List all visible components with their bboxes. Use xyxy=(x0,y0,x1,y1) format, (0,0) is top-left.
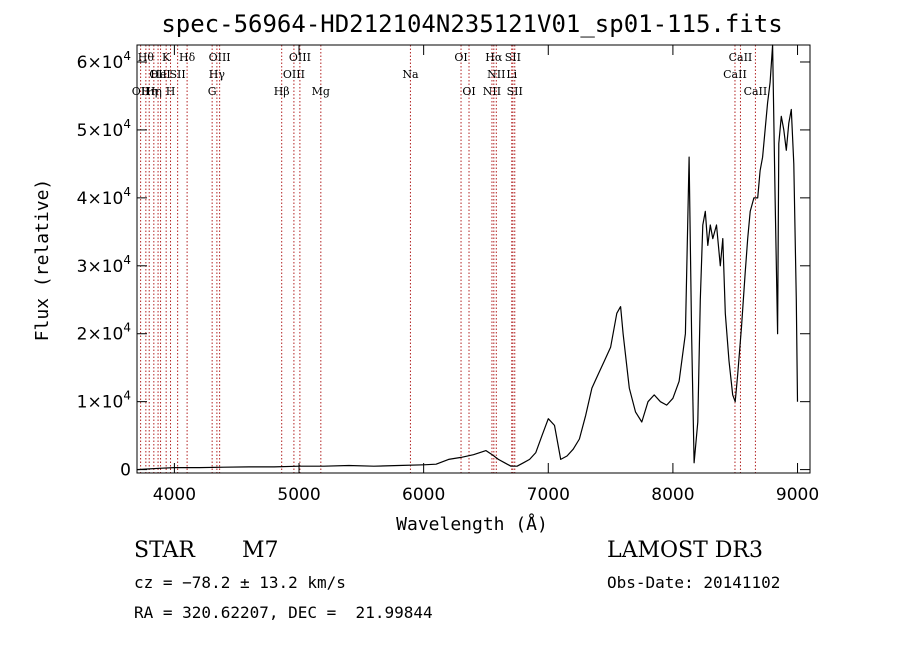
emission-line-label: NII xyxy=(487,68,505,81)
emission-line-label: HeI xyxy=(150,68,170,81)
y-tick-label: 3×104 xyxy=(77,253,131,277)
redshift-text: cz = −78.2 ± 13.2 km/s xyxy=(134,573,346,592)
survey-name: LAMOST DR3 xyxy=(607,538,763,563)
x-tick-label: 5000 xyxy=(277,485,320,505)
y-tick-mantissa: 2×10 xyxy=(77,325,124,345)
chart-title: spec-56964-HD212104N235121V01_sp01-115.f… xyxy=(161,10,782,38)
emission-line-label: K xyxy=(162,51,171,64)
emission-line-label: CaII xyxy=(744,85,768,98)
emission-line-label: OII xyxy=(149,68,167,81)
y-tick-label: 2×104 xyxy=(77,321,131,345)
object-subclass: M7 xyxy=(242,538,279,563)
emission-line-label: Hη xyxy=(146,85,162,98)
emission-line-label: SII xyxy=(507,85,523,98)
y-tick-exponent: 4 xyxy=(123,117,131,131)
object-class: STAR xyxy=(134,538,195,563)
emission-line-labels: OIIHθHηHηOIIHeIKHSIIHδGHγOIIIHβOIIIOIIIM… xyxy=(132,51,767,98)
y-tick-label: 4×104 xyxy=(77,185,131,209)
emission-line-label: G xyxy=(208,85,217,98)
plot-frame xyxy=(136,44,811,474)
y-tick-mantissa: 0 xyxy=(120,461,131,481)
emission-line-label: OI xyxy=(462,85,475,98)
y-axis-label: Flux (relative) xyxy=(32,179,53,342)
y-tick-mantissa: 1×10 xyxy=(77,393,124,413)
coordinates: RA = 320.62207, DEC = 21.99844 xyxy=(134,603,433,622)
y-tick-mantissa: 6×10 xyxy=(77,53,124,73)
emission-line-label: SII xyxy=(170,68,186,81)
emission-line-label: Hθ xyxy=(138,51,155,64)
x-tick-label: 7000 xyxy=(527,485,570,505)
emission-lines xyxy=(140,45,756,473)
emission-line-label: OIII xyxy=(283,68,305,81)
x-tick-label: 9000 xyxy=(776,485,819,505)
emission-line-label: OII xyxy=(132,85,150,98)
x-axis-label: Wavelength (Å) xyxy=(396,513,548,535)
y-tick-exponent: 4 xyxy=(123,321,131,335)
y-tick-exponent: 4 xyxy=(123,185,131,199)
obs-date: Obs-Date: 20141102 xyxy=(607,573,781,592)
emission-line-label: CaII xyxy=(729,51,753,64)
y-tick-label: 1×104 xyxy=(77,389,131,413)
y-tick-label: 0 xyxy=(120,461,131,481)
y-tick-label: 5×104 xyxy=(77,117,131,141)
emission-line-label: Na xyxy=(402,68,419,81)
emission-line-label: Hη xyxy=(141,85,157,98)
emission-line-label: Hβ xyxy=(274,85,290,98)
y-tick-mantissa: 5×10 xyxy=(77,121,124,141)
emission-line-label: Hγ xyxy=(209,68,226,81)
y-tick-exponent: 4 xyxy=(123,49,131,63)
y-tick-exponent: 4 xyxy=(123,253,131,267)
emission-line-label: Li xyxy=(506,68,517,81)
emission-line-label: NII xyxy=(483,85,501,98)
y-tick-label: 6×104 xyxy=(77,49,131,73)
x-tick-label: 6000 xyxy=(402,485,445,505)
emission-line-label: Hα xyxy=(485,51,503,64)
spectrum-line xyxy=(136,44,799,471)
x-axis-ticks: 4000 5000 6000 7000 8000 9000 xyxy=(153,45,819,505)
y-tick-mantissa: 4×10 xyxy=(77,189,124,209)
emission-line-label: OIII xyxy=(289,51,311,64)
emission-line-label: H xyxy=(166,85,176,98)
emission-line-label: OIII xyxy=(209,51,231,64)
y-tick-exponent: 4 xyxy=(123,389,131,403)
y-tick-mantissa: 3×10 xyxy=(77,257,124,277)
emission-line-label: SII xyxy=(505,51,521,64)
x-tick-label: 4000 xyxy=(153,485,196,505)
emission-line-label: OI xyxy=(454,51,467,64)
x-tick-label: 8000 xyxy=(651,485,694,505)
emission-line-label: Hδ xyxy=(179,51,196,64)
emission-line-label: Mg xyxy=(312,85,330,98)
emission-line-label: CaII xyxy=(723,68,747,81)
